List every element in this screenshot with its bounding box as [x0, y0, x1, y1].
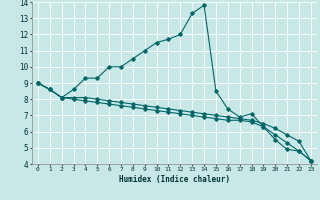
X-axis label: Humidex (Indice chaleur): Humidex (Indice chaleur)	[119, 175, 230, 184]
